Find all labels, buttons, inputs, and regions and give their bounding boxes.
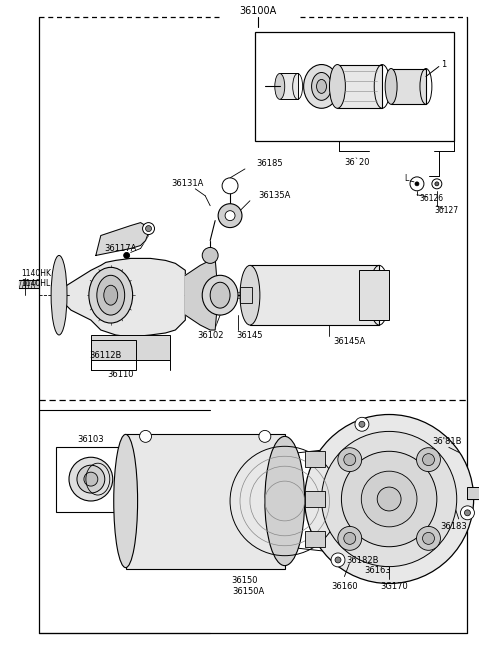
Ellipse shape — [344, 454, 356, 466]
Ellipse shape — [225, 211, 235, 221]
Ellipse shape — [218, 204, 242, 227]
Text: 3G170: 3G170 — [380, 582, 408, 591]
Text: 36117A: 36117A — [105, 244, 137, 253]
Ellipse shape — [335, 557, 341, 563]
Text: 36163: 36163 — [364, 566, 391, 575]
Ellipse shape — [89, 267, 132, 323]
Bar — [337, 64, 382, 108]
Text: 36127: 36127 — [435, 206, 459, 215]
Bar — [467, 487, 480, 499]
Ellipse shape — [240, 265, 260, 325]
Bar — [305, 491, 324, 507]
Bar — [91, 340, 136, 370]
Bar — [280, 74, 298, 99]
Ellipse shape — [51, 256, 67, 335]
Bar — [360, 270, 389, 320]
Polygon shape — [185, 258, 218, 330]
Polygon shape — [59, 258, 185, 337]
Text: 36150: 36150 — [232, 576, 258, 585]
Text: 36`20: 36`20 — [345, 158, 370, 168]
Ellipse shape — [417, 447, 441, 472]
Ellipse shape — [355, 417, 369, 431]
Ellipse shape — [202, 275, 238, 315]
Text: 36160: 36160 — [331, 582, 358, 591]
Ellipse shape — [202, 248, 218, 263]
Polygon shape — [19, 281, 39, 288]
Ellipse shape — [422, 454, 434, 466]
Ellipse shape — [84, 472, 98, 486]
Text: 36'81B: 36'81B — [432, 437, 462, 446]
Bar — [305, 531, 324, 547]
Bar — [305, 451, 324, 467]
Ellipse shape — [435, 182, 439, 186]
Ellipse shape — [114, 434, 138, 568]
Ellipse shape — [361, 471, 417, 527]
Text: 36150A: 36150A — [232, 587, 264, 596]
Text: 36182B: 36182B — [346, 556, 379, 565]
Text: 1140HL: 1140HL — [21, 279, 50, 288]
Text: 36145A: 36145A — [333, 338, 365, 346]
Ellipse shape — [460, 506, 474, 520]
Text: L: L — [404, 174, 408, 183]
Ellipse shape — [377, 487, 401, 511]
Ellipse shape — [210, 283, 230, 308]
Text: 36135A: 36135A — [259, 191, 291, 200]
Ellipse shape — [124, 252, 130, 258]
Ellipse shape — [104, 285, 118, 305]
Text: 1140HK: 1140HK — [21, 269, 51, 278]
Text: 36110: 36110 — [108, 371, 134, 379]
Ellipse shape — [316, 79, 326, 93]
Ellipse shape — [140, 430, 152, 442]
Ellipse shape — [312, 72, 332, 101]
Ellipse shape — [329, 64, 346, 108]
Bar — [56, 447, 126, 512]
Text: 36102: 36102 — [197, 332, 223, 340]
Text: 36183: 36183 — [440, 522, 467, 532]
Ellipse shape — [338, 526, 362, 551]
Text: 36103: 36103 — [78, 435, 104, 444]
Polygon shape — [96, 223, 148, 256]
Ellipse shape — [344, 532, 356, 545]
Ellipse shape — [143, 223, 155, 235]
Ellipse shape — [465, 510, 470, 516]
Bar — [91, 335, 170, 360]
Text: 36185: 36185 — [256, 160, 283, 168]
Ellipse shape — [322, 432, 457, 566]
Ellipse shape — [97, 275, 125, 315]
Ellipse shape — [77, 465, 105, 493]
Text: 36131A: 36131A — [171, 179, 204, 189]
Ellipse shape — [275, 74, 285, 99]
Ellipse shape — [331, 553, 345, 567]
Ellipse shape — [410, 177, 424, 191]
Text: 36126: 36126 — [420, 194, 444, 203]
Bar — [250, 265, 379, 325]
Ellipse shape — [145, 225, 152, 231]
Text: 1: 1 — [441, 60, 446, 69]
Ellipse shape — [417, 526, 441, 551]
Ellipse shape — [385, 68, 397, 104]
Ellipse shape — [341, 451, 437, 547]
Ellipse shape — [259, 430, 271, 442]
Ellipse shape — [304, 64, 339, 108]
Ellipse shape — [422, 532, 434, 545]
Bar — [391, 68, 426, 104]
Ellipse shape — [359, 421, 365, 427]
Ellipse shape — [415, 182, 419, 186]
Bar — [240, 287, 252, 303]
Text: 36112B: 36112B — [90, 351, 122, 360]
Ellipse shape — [305, 415, 474, 583]
Ellipse shape — [432, 179, 442, 189]
Ellipse shape — [69, 457, 113, 501]
Text: 36145: 36145 — [237, 332, 263, 340]
Bar — [255, 32, 454, 141]
Ellipse shape — [222, 178, 238, 194]
Text: 36100A: 36100A — [239, 6, 276, 16]
Ellipse shape — [338, 447, 362, 472]
Bar — [126, 434, 285, 568]
Ellipse shape — [265, 436, 305, 566]
